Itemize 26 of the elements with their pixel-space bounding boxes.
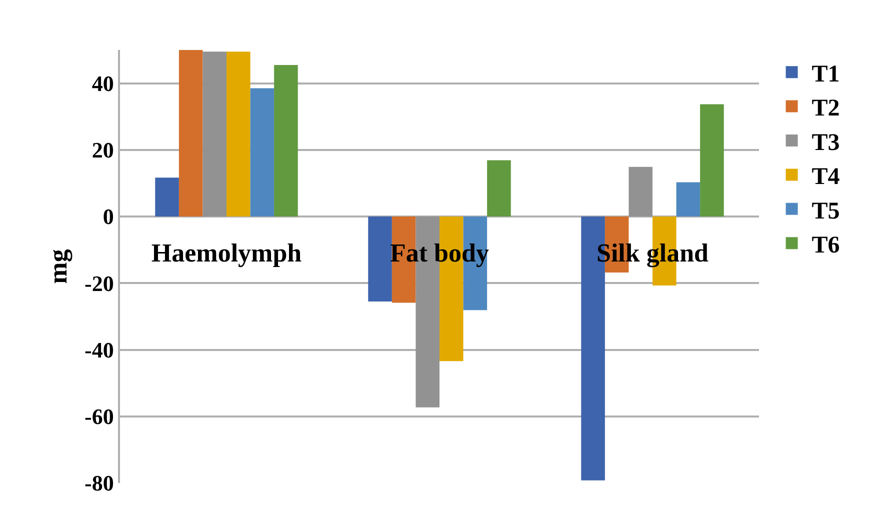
y-tick-label: -40 xyxy=(84,337,114,362)
bar xyxy=(700,104,724,217)
y-tick-label: -20 xyxy=(84,270,114,296)
y-tick-label: -60 xyxy=(84,404,114,430)
bar xyxy=(178,50,203,217)
y-tick-label: 20 xyxy=(92,138,114,163)
y-tick-label: 0 xyxy=(102,204,114,230)
legend-label: T1 xyxy=(812,61,840,88)
bar xyxy=(487,160,511,217)
bar xyxy=(202,52,226,217)
y-tick-label: 40 xyxy=(92,71,114,96)
y-axis-title: mg xyxy=(43,249,72,284)
y-tick-label: -80 xyxy=(84,470,114,496)
bar xyxy=(250,88,274,217)
legend-label: T6 xyxy=(812,232,840,258)
legend-label: T4 xyxy=(812,164,840,190)
x-tick-label: Haemolymph xyxy=(151,238,302,268)
legend-label: T5 xyxy=(812,198,840,224)
bar xyxy=(628,166,652,217)
legend-label: T3 xyxy=(812,130,840,156)
bar xyxy=(274,64,298,217)
bar xyxy=(226,52,250,217)
legend-label: T2 xyxy=(812,96,840,122)
bar xyxy=(676,182,700,217)
bar xyxy=(155,178,179,217)
bar xyxy=(368,216,392,302)
